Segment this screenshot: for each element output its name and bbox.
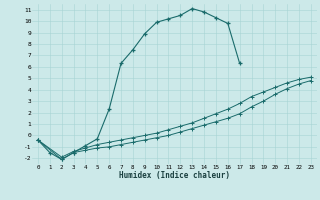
X-axis label: Humidex (Indice chaleur): Humidex (Indice chaleur) [119,171,230,180]
